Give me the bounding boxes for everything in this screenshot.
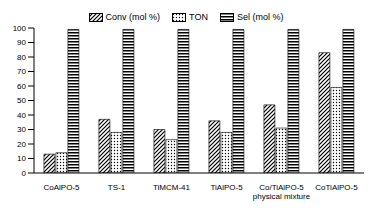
svg-text:70: 70 (17, 67, 26, 76)
svg-text:CoTiAlPO-5: CoTiAlPO-5 (315, 183, 358, 192)
svg-text:TS-1: TS-1 (108, 183, 126, 192)
svg-text:10: 10 (17, 154, 26, 163)
svg-text:TiMCM-41: TiMCM-41 (153, 183, 191, 192)
html-text:TON: TON (189, 12, 208, 22)
svg-text:50: 50 (17, 96, 26, 105)
svg-text:20: 20 (17, 140, 26, 149)
svg-text:40: 40 (17, 111, 26, 120)
svg-text:30: 30 (17, 125, 26, 134)
html-text:Conv (mol %): Conv (mol %) (105, 12, 161, 22)
svg-text:0: 0 (22, 169, 27, 178)
svg-text:60: 60 (17, 82, 26, 91)
svg-text:Co/TiAlPO-5physical mixture: Co/TiAlPO-5physical mixture (253, 183, 311, 201)
svg-text:80: 80 (17, 53, 26, 62)
svg-text:90: 90 (17, 38, 26, 47)
svg-text:100: 100 (13, 24, 27, 33)
html-text:Sel (mol %): Sel (mol %) (236, 12, 284, 22)
svg-text:CoAlPO-5: CoAlPO-5 (43, 183, 80, 192)
svg-text:TiAlPO-5: TiAlPO-5 (210, 183, 243, 192)
